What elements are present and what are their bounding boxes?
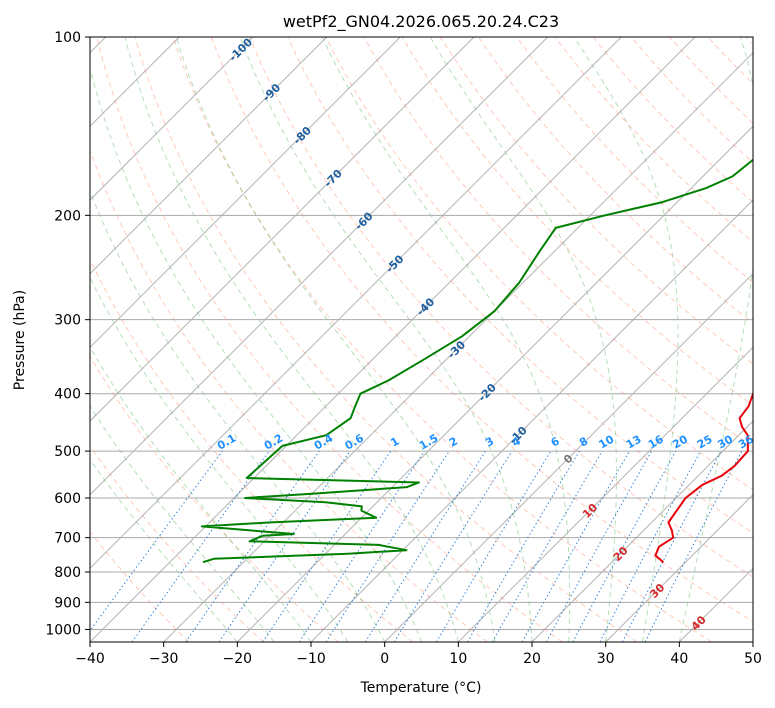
profile-lines <box>200 158 753 564</box>
moist-adiabat <box>90 405 275 642</box>
mixing-ratio-line <box>393 450 513 642</box>
isotherm-line <box>310 199 753 642</box>
dry-adiabat <box>630 37 753 164</box>
moist-adiabat <box>321 37 571 642</box>
moist-adiabat <box>90 346 312 642</box>
y-tick-label: 1000 <box>45 622 81 638</box>
mixing-ratio-line <box>491 450 603 642</box>
x-tick-label: 20 <box>523 651 541 667</box>
mixing-ratio-line <box>572 450 677 642</box>
x-axis-title: Temperature (°C) <box>360 680 482 696</box>
x-tick-label: 40 <box>670 651 688 667</box>
y-tick-label: 900 <box>54 595 81 611</box>
y-tick-label: 700 <box>54 531 81 547</box>
isotherm-line <box>457 346 753 642</box>
moist-adiabat <box>429 37 617 642</box>
isotherm-line <box>90 37 254 201</box>
moist-adiabat <box>90 189 386 642</box>
isotherm-line <box>236 125 753 642</box>
dry-adiabat <box>90 355 339 642</box>
dry-adiabat <box>554 37 753 243</box>
x-tick-label: −10 <box>296 651 326 667</box>
x-tick-label: 10 <box>449 651 467 667</box>
isotherm-line <box>90 37 475 422</box>
isotherm-line <box>90 37 696 642</box>
isotherm-line <box>384 272 753 642</box>
y-tick-label: 500 <box>54 444 81 460</box>
dry-adiabat <box>96 37 563 642</box>
moist-adiabat <box>124 37 459 642</box>
dry-adiabat <box>90 530 190 642</box>
y-tick-label: 600 <box>54 491 81 507</box>
dry-adiabat <box>363 37 753 448</box>
mixing-ratio-line <box>364 450 486 642</box>
y-axis-title: Pressure (hPa) <box>12 290 28 390</box>
dry-adiabat <box>592 37 753 204</box>
mixing-ratio-line <box>521 450 630 642</box>
x-tick-label: 0 <box>380 651 389 667</box>
chart-title: wetPf2_GN04.2026.065.20.24.C23 <box>283 12 559 32</box>
isotherm-line <box>605 493 753 642</box>
mixing-ratio-line <box>435 450 552 642</box>
moist-adiabat <box>90 276 349 642</box>
dry-adiabat <box>90 258 414 642</box>
x-tick-label: 30 <box>597 651 615 667</box>
isotherm-line <box>90 37 549 496</box>
y-tick-label: 400 <box>54 387 81 403</box>
dry-adiabat <box>134 37 638 642</box>
mixing-ratio-line <box>218 450 351 642</box>
axes: −40 −30 −20 −10 0 10 20 30 40 50 1000 900 800 700 600 5… <box>45 30 762 667</box>
dry-adiabat <box>325 37 753 491</box>
y-tick-label: 200 <box>54 208 81 224</box>
moist-adiabat <box>175 37 496 642</box>
dewpoint-profile <box>200 158 753 564</box>
dry-adiabat <box>287 37 753 534</box>
dry-adiabat <box>210 37 753 623</box>
temperature-profile <box>654 391 753 563</box>
background-lines <box>90 37 753 642</box>
moist-adiabat <box>90 458 238 642</box>
isotherm-line <box>90 37 622 570</box>
mixing-ratio-line <box>185 450 320 642</box>
mixing-ratio-line <box>131 450 270 642</box>
dry-adiabat <box>516 37 753 283</box>
plot-background <box>90 37 753 642</box>
dry-adiabat <box>249 37 753 578</box>
x-tick-label: −30 <box>149 651 179 667</box>
isotherm-line <box>90 37 401 349</box>
y-tick-label: 300 <box>54 313 81 329</box>
isotherm-line <box>531 420 753 642</box>
x-tick-label: −40 <box>75 651 105 667</box>
mixing-ratio-line <box>467 450 580 642</box>
moist-adiabat <box>90 66 422 642</box>
dry-adiabat <box>401 37 753 406</box>
isotherm-line <box>90 37 328 275</box>
x-tick-label: −20 <box>223 651 253 667</box>
x-tick-label: 50 <box>744 651 762 667</box>
moist-adiabat <box>239 37 533 642</box>
isotherm-line <box>752 641 753 642</box>
mixing-ratio-line <box>545 450 653 642</box>
moist-adiabat <box>573 37 679 642</box>
y-tick-label: 800 <box>54 565 81 581</box>
dry-adiabat <box>478 37 753 324</box>
dry-adiabat <box>439 37 753 365</box>
mixing-ratio-line <box>90 450 223 632</box>
y-tick-label: 100 <box>54 30 81 46</box>
plot-frame <box>89 36 754 643</box>
